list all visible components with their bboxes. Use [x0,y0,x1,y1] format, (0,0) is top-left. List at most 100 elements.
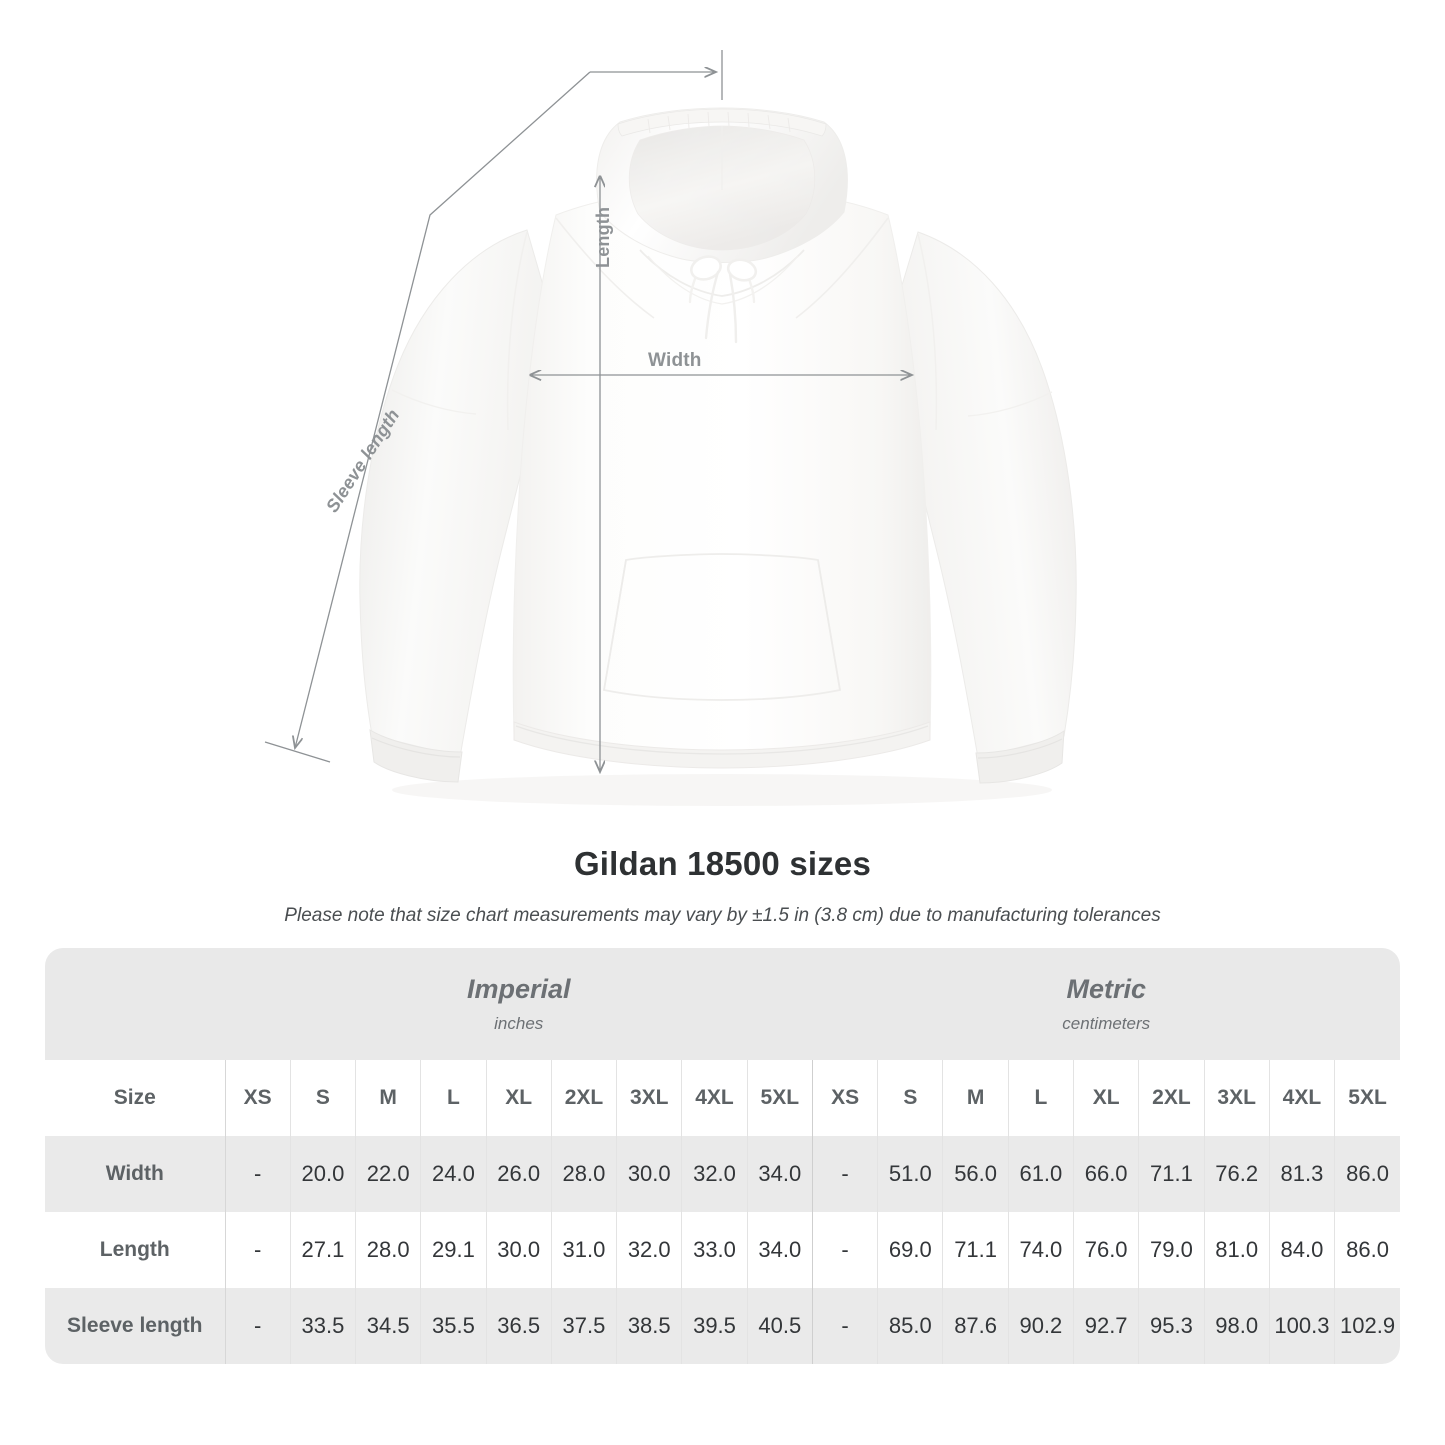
column-header-s-metric: S [877,1060,944,1136]
column-header-xl-imperial: XL [486,1060,552,1136]
table-row: Width -20.0 22.0 24.0 26.0 28.0 30.0 32.0 34.0-5… [45,1136,1400,1212]
cell-sleeve-length-xs-metric: - [812,1288,879,1364]
unit-subtitle: centimeters [1062,1013,1151,1033]
cell-width-3xl-imperial: 30.0 [616,1136,683,1212]
cell-width-4xl-metric: 81.3 [1269,1136,1336,1212]
table-row: Sleeve length -33.5 34.5 35.5 36.5 37.5 38.5 39… [45,1288,1400,1364]
row-label-sleeve-length: Sleeve length [45,1288,226,1364]
column-header-xl-metric: XL [1073,1060,1140,1136]
cell-length-5xl-metric: 86.0 [1334,1212,1400,1288]
column-header-m-imperial: M [355,1060,422,1136]
column-header-4xl-metric: 4XL [1269,1060,1336,1136]
unit-banner-row: Imperial inches Metric centimeters [45,948,1400,1060]
column-header-3xl-imperial: 3XL [616,1060,683,1136]
unit-banner-metric: Metric centimeters [812,948,1400,1060]
column-header-5xl-metric: 5XL [1334,1060,1400,1136]
column-header-size: Size [45,1060,226,1136]
cell-width-4xl-imperial: 32.0 [681,1136,748,1212]
cell-sleeve-length-2xl-imperial: 37.5 [551,1288,618,1364]
cell-width-5xl-metric: 86.0 [1334,1136,1400,1212]
unit-subtitle: inches [494,1013,544,1033]
cell-length-m-metric: 71.1 [942,1212,1009,1288]
cell-length-xl-metric: 76.0 [1073,1212,1140,1288]
cell-width-xs-metric: - [812,1136,879,1212]
unit-banner-spacer [45,948,225,1060]
cell-sleeve-length-4xl-imperial: 39.5 [681,1288,748,1364]
cell-width-s-imperial: 20.0 [290,1136,357,1212]
cell-sleeve-length-s-imperial: 33.5 [290,1288,357,1364]
cell-sleeve-length-m-imperial: 34.5 [355,1288,422,1364]
column-header-2xl-imperial: 2XL [551,1060,618,1136]
cell-length-2xl-imperial: 31.0 [551,1212,618,1288]
cell-sleeve-length-xs-imperial: - [225,1288,291,1364]
row-label-length: Length [45,1212,226,1288]
column-header-2xl-metric: 2XL [1138,1060,1205,1136]
cell-length-2xl-metric: 79.0 [1138,1212,1205,1288]
column-header-3xl-metric: 3XL [1204,1060,1270,1136]
cell-width-xl-imperial: 26.0 [486,1136,552,1212]
size-chart-table-wrap: Imperial inches Metric centimeters Size XS S M L… [45,948,1400,1364]
hoodie-artwork [359,107,1077,806]
row-label-width: Width [45,1136,226,1212]
column-header-l-metric: L [1008,1060,1075,1136]
cell-sleeve-length-3xl-metric: 98.0 [1204,1288,1270,1364]
cell-width-5xl-imperial: 34.0 [747,1136,813,1212]
cell-length-5xl-imperial: 34.0 [747,1212,813,1288]
cell-sleeve-length-3xl-imperial: 38.5 [616,1288,683,1364]
cell-length-m-imperial: 28.0 [355,1212,422,1288]
cell-length-l-metric: 74.0 [1008,1212,1075,1288]
cell-sleeve-length-4xl-metric: 100.3 [1269,1288,1336,1364]
width-dimension-label: Width [648,350,702,371]
table-header-row: Size XS S M L XL 2XL 3XL 4XL 5XL XS S M L XL 2XL 3XL 4XL 5… [45,1060,1400,1136]
cell-length-s-imperial: 27.1 [290,1212,357,1288]
length-dimension-label: Length [593,206,613,268]
cell-length-4xl-metric: 84.0 [1269,1212,1336,1288]
cell-width-l-metric: 61.0 [1008,1136,1075,1212]
cell-width-2xl-imperial: 28.0 [551,1136,618,1212]
cell-sleeve-length-s-metric: 85.0 [877,1288,944,1364]
cell-width-xs-imperial: - [225,1136,291,1212]
cell-width-m-metric: 56.0 [942,1136,1009,1212]
column-header-l-imperial: L [420,1060,487,1136]
cell-width-xl-metric: 66.0 [1073,1136,1140,1212]
cell-length-xs-imperial: - [225,1212,291,1288]
cell-sleeve-length-m-metric: 87.6 [942,1288,1009,1364]
cell-sleeve-length-xl-imperial: 36.5 [486,1288,552,1364]
cell-sleeve-length-5xl-imperial: 40.5 [747,1288,813,1364]
table-row: Length -27.1 28.0 29.1 30.0 31.0 32.0 33.0 34.0-… [45,1212,1400,1288]
sleeve-length-leader [264,50,723,763]
cell-sleeve-length-xl-metric: 92.7 [1073,1288,1140,1364]
cell-sleeve-length-5xl-metric: 102.9 [1334,1288,1400,1364]
title-block: Gildan 18500 sizes Please note that size… [0,845,1445,927]
cell-sleeve-length-l-imperial: 35.5 [420,1288,487,1364]
cell-sleeve-length-2xl-metric: 95.3 [1138,1288,1205,1364]
column-header-xs-imperial: XS [225,1060,291,1136]
column-header-4xl-imperial: 4XL [681,1060,748,1136]
cell-length-s-metric: 69.0 [877,1212,944,1288]
cell-sleeve-length-l-metric: 90.2 [1008,1288,1075,1364]
cell-width-s-metric: 51.0 [877,1136,944,1212]
column-header-xs-metric: XS [812,1060,879,1136]
unit-banner-imperial: Imperial inches [225,948,813,1060]
cell-length-xs-metric: - [812,1212,879,1288]
cell-length-4xl-imperial: 33.0 [681,1212,748,1288]
size-chart-table: Imperial inches Metric centimeters Size XS S M L… [45,948,1400,1364]
unit-name: Metric [1066,974,1146,1005]
cell-width-3xl-metric: 76.2 [1204,1136,1270,1212]
column-header-5xl-imperial: 5XL [747,1060,813,1136]
column-header-m-metric: M [942,1060,1009,1136]
cell-length-3xl-imperial: 32.0 [616,1212,683,1288]
column-header-s-imperial: S [290,1060,357,1136]
page-title: Gildan 18500 sizes [573,845,872,882]
cell-width-m-imperial: 22.0 [355,1136,422,1212]
dimension-lines [264,50,912,772]
tolerance-note: Please note that size chart measurements… [284,905,1161,926]
cell-length-l-imperial: 29.1 [420,1212,487,1288]
cell-length-3xl-metric: 81.0 [1204,1212,1270,1288]
cell-width-2xl-metric: 71.1 [1138,1136,1205,1212]
cell-length-xl-imperial: 30.0 [486,1212,552,1288]
hoodie-illustration-svg [264,50,1077,806]
cell-width-l-imperial: 24.0 [420,1136,487,1212]
garment-illustration: Width Length Sleeve length [264,50,1077,806]
unit-name: Imperial [466,974,571,1005]
